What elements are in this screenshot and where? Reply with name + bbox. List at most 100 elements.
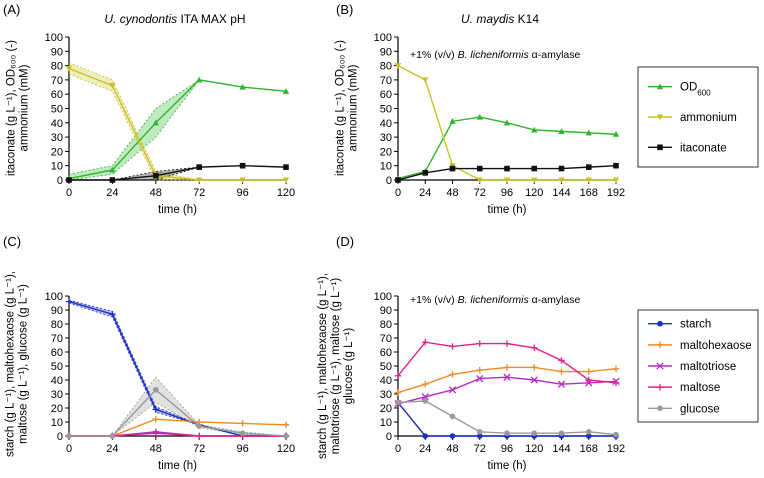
data-point-ammonium xyxy=(239,177,246,184)
y-tick-label: 100 xyxy=(374,291,392,303)
data-point-od600 xyxy=(558,128,565,134)
x-tick-label: 48 xyxy=(446,443,458,455)
y-tick-label: 0 xyxy=(386,175,392,187)
data-point-glucose xyxy=(109,433,116,439)
error-lower-ammonium xyxy=(68,73,286,181)
x-tick-label: 24 xyxy=(419,187,431,199)
error-lower-starch xyxy=(68,302,286,437)
data-point-starch xyxy=(449,433,456,439)
error-band-od600 xyxy=(69,79,286,180)
data-point-ammonium xyxy=(109,83,116,89)
y-axis-label: itaconate (g L⁻¹), OD₆₀₀ (-)ammonium (mM… xyxy=(6,40,31,176)
x-tick-label: 96 xyxy=(236,443,248,455)
panel-label: (A) xyxy=(3,2,20,17)
error-upper-od600 xyxy=(68,79,287,175)
y-tick-label: 50 xyxy=(51,361,63,373)
data-point-od600 xyxy=(612,131,620,137)
error-band-ammonium xyxy=(69,62,286,180)
data-point-glucose xyxy=(613,431,619,438)
y-tick-label: 60 xyxy=(380,347,392,359)
x-axis-label: time (h) xyxy=(488,460,527,472)
series-line-glucose xyxy=(397,400,617,436)
legend-item-od600: OD600 xyxy=(648,82,711,97)
y-tick-label: 0 xyxy=(57,175,63,187)
legend: OD600 ammonium itaconate xyxy=(637,66,759,168)
y-tick-label: 80 xyxy=(380,61,392,73)
y-tick-label: 70 xyxy=(51,333,63,345)
data-point-itaconate xyxy=(613,162,619,169)
legend: starch maltohexaose maltotriose maltose gluc… xyxy=(637,309,759,423)
data-point-itaconate xyxy=(449,165,456,172)
y-tick-label: 20 xyxy=(51,403,63,415)
data-point-itaconate xyxy=(239,162,246,169)
y-tick-label: 20 xyxy=(51,146,63,158)
x-tick-label: 72 xyxy=(474,443,486,455)
y-tick-label: 90 xyxy=(51,46,63,58)
data-point-ammonium xyxy=(422,77,429,84)
data-point-glucose xyxy=(422,398,429,404)
data-point-starch xyxy=(109,311,116,318)
data-point-od600 xyxy=(503,119,511,126)
y-axis-label: starch (g L⁻¹), maltohexaose (g L⁻¹),mal… xyxy=(317,273,355,459)
x-tick-label: 120 xyxy=(277,443,295,455)
x-tick-label: 96 xyxy=(501,443,513,455)
y-tick-label: 10 xyxy=(51,161,63,173)
title-species: U. cynodontis xyxy=(104,12,177,26)
x-tick-label: 48 xyxy=(150,187,162,199)
data-point-itaconate xyxy=(476,165,483,172)
data-point-maltohexaose xyxy=(449,371,456,378)
data-point-ammonium xyxy=(585,177,592,184)
legend-item-ammonium: ammonium xyxy=(648,112,737,124)
y-axis-label: itaconate (g L⁻¹), OD₆₀₀ (-)ammonium (mM… xyxy=(335,40,360,176)
data-point-maltohexaose xyxy=(585,368,592,375)
data-point-maltose xyxy=(422,339,429,346)
data-point-maltohexaose xyxy=(476,367,483,374)
error-upper-starch xyxy=(68,299,286,437)
x-tick-label: 0 xyxy=(395,187,401,199)
data-point-glucose xyxy=(239,430,246,437)
data-point-itaconate xyxy=(395,177,401,183)
y-tick-label: 30 xyxy=(51,389,63,401)
y-tick-label: 40 xyxy=(51,118,63,130)
x-tick-label: 24 xyxy=(419,443,431,455)
x-tick-label: 120 xyxy=(277,187,295,199)
x-tick-label: 168 xyxy=(580,187,598,199)
data-point-glucose xyxy=(153,387,159,393)
data-point-glucose xyxy=(558,430,565,437)
x-tick-label: 72 xyxy=(474,187,486,199)
data-point-maltose xyxy=(558,357,565,364)
data-point-maltohexaose xyxy=(531,364,538,371)
series-ammonium xyxy=(394,63,620,184)
x-tick-label: 24 xyxy=(106,187,118,199)
x-tick-label: 96 xyxy=(236,187,248,199)
y-tick-label: 80 xyxy=(51,319,63,331)
data-point-starch xyxy=(422,433,429,439)
data-point-itaconate xyxy=(153,172,159,179)
series-line-itaconate xyxy=(69,164,287,181)
series-itaconate xyxy=(395,162,619,183)
data-point-itaconate xyxy=(283,164,289,170)
data-point-itaconate xyxy=(531,165,538,172)
data-point-ammonium xyxy=(612,177,620,184)
legend-label: maltotriose xyxy=(680,361,736,373)
legend-marker xyxy=(656,114,664,121)
data-point-ammonium xyxy=(196,177,203,184)
data-point-maltotriose xyxy=(503,373,511,381)
data-point-ammonium xyxy=(282,177,290,184)
x-tick-label: 72 xyxy=(193,443,205,455)
legend-marker xyxy=(657,405,663,412)
data-point-maltohexaose xyxy=(152,416,159,423)
y-tick-label: 100 xyxy=(45,291,63,303)
x-axis-label: time (h) xyxy=(158,204,197,216)
error-lower-od600 xyxy=(68,79,287,181)
y-tick-label: 50 xyxy=(51,104,63,116)
panel-c: (C) starch (g L⁻¹), maltohexaose (g L⁻¹),… xyxy=(3,234,295,472)
data-point-od600 xyxy=(449,118,456,124)
data-point-maltose xyxy=(531,344,538,351)
data-point-maltohexaose xyxy=(394,389,402,396)
x-tick-label: 120 xyxy=(525,187,543,199)
y-tick-label: 70 xyxy=(380,75,392,87)
y-tick-label: 20 xyxy=(380,403,392,415)
series-line-glucose xyxy=(69,388,287,437)
